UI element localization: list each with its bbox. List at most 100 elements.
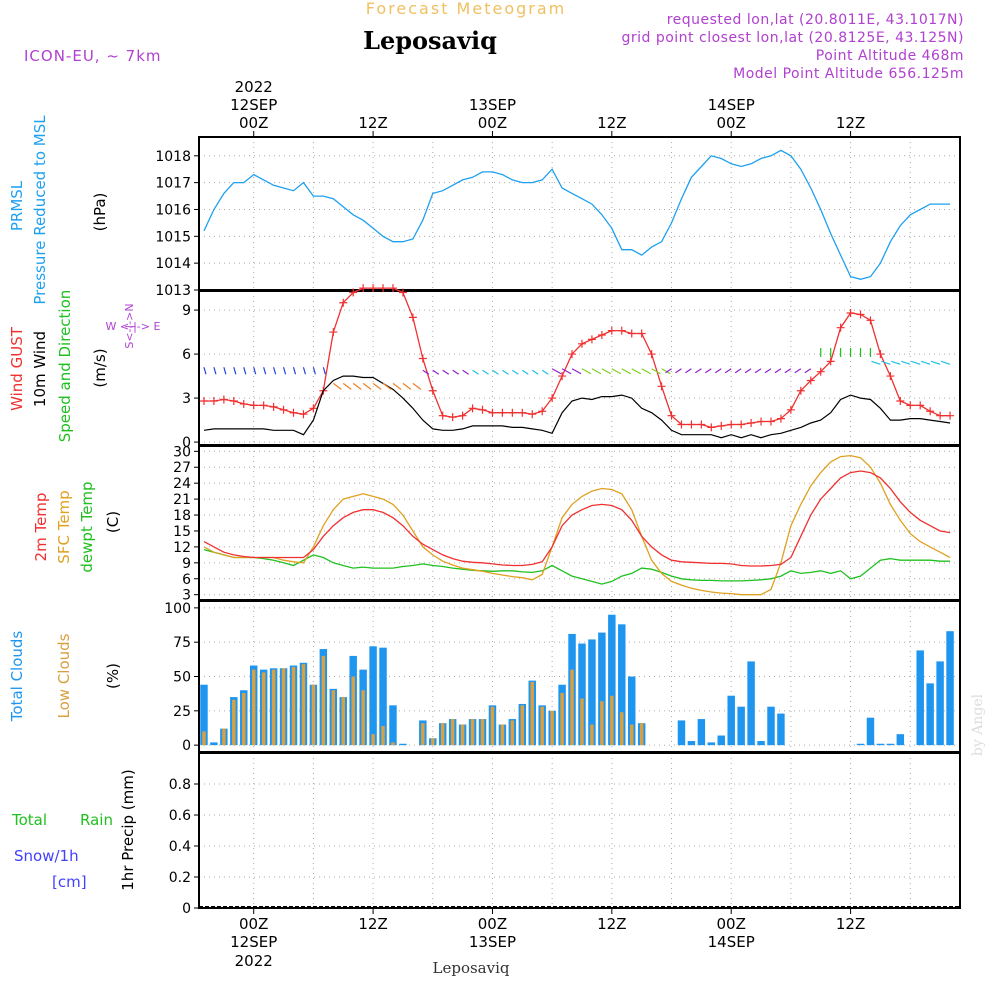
low-cloud-bar xyxy=(381,725,385,746)
date-label-top: 12SEP xyxy=(230,96,277,114)
gust-point xyxy=(259,401,268,410)
wind-arrow xyxy=(322,367,326,375)
wind-arrow xyxy=(462,369,469,375)
gust-point xyxy=(239,399,248,408)
wind-arrow xyxy=(243,367,247,375)
wind-arrow xyxy=(382,382,392,390)
wind-arrow xyxy=(492,369,499,375)
wind-arrow xyxy=(213,367,217,375)
wind-arrow xyxy=(911,360,921,365)
y-tick-label: 0 xyxy=(182,901,191,917)
low-cloud-bar xyxy=(450,719,455,746)
wind-arrow xyxy=(472,369,479,375)
low-cloud-bar xyxy=(620,712,624,746)
wind-arrow xyxy=(724,368,732,374)
low-cloud-bar xyxy=(331,690,336,746)
gust-point xyxy=(607,326,616,335)
gust-point xyxy=(816,367,825,376)
y-tick-label: 18 xyxy=(173,508,191,524)
total-cloud-bar xyxy=(677,720,686,746)
wind-arrow xyxy=(352,382,362,390)
low-cloud-bar xyxy=(391,742,395,746)
total-cloud-bar xyxy=(369,646,377,746)
temp-2m-label: 2m Temp xyxy=(32,493,50,562)
precip-unit-label: 1hr Precip (mm) xyxy=(119,769,137,890)
wind-arrow xyxy=(273,367,277,375)
wind-arrow xyxy=(253,367,257,375)
wind-arrow xyxy=(591,368,602,375)
gust-point xyxy=(289,408,298,417)
y-tick-label: 25 xyxy=(173,704,191,720)
low-cloud-bar xyxy=(510,720,515,746)
low-cloud-bar xyxy=(560,692,564,746)
total-cloud-bar xyxy=(200,684,208,746)
model-altitude: Model Point Altitude 656.125m xyxy=(733,66,964,82)
snow-unit: [cm] xyxy=(52,873,87,891)
wind-arrow xyxy=(422,369,430,375)
wind-arrow xyxy=(442,369,450,375)
gust-point xyxy=(896,397,905,405)
gust-point xyxy=(936,411,945,420)
model-label: ICON-EU, ~ 7km xyxy=(24,47,162,65)
y-tick-label: 0.6 xyxy=(169,808,191,824)
gust-point xyxy=(737,420,746,429)
total-cloud-bar xyxy=(618,624,626,746)
side-labels: PRMSL Pressure Reduced to MSL (hPa) Wind GU… xyxy=(8,115,160,891)
wind-label: 10m Wind xyxy=(31,331,49,407)
pressure-unit: (hPa) xyxy=(91,193,109,232)
gust-point xyxy=(428,386,437,395)
low-cloud-bar xyxy=(480,719,485,746)
snow-label: Snow/1h xyxy=(14,847,79,865)
date-label-top: 14SEP xyxy=(708,96,755,114)
time-label-bottom: 12Z xyxy=(358,915,387,933)
gust-point xyxy=(528,410,537,419)
wind-arrow xyxy=(521,369,529,375)
wind-arrow xyxy=(292,367,297,375)
wind-arrow xyxy=(794,368,802,374)
pressure-panel: 1013 1014 1015 1016 1017 1018 xyxy=(155,136,961,299)
total-cloud-bar xyxy=(936,661,944,746)
low-cloud-bar xyxy=(361,690,365,746)
credit-watermark: by Angel xyxy=(970,693,986,756)
gust-point xyxy=(498,408,507,417)
footer-location: Leposaviq xyxy=(433,959,510,977)
gust-point xyxy=(717,421,726,430)
total-cloud-bar xyxy=(588,639,596,746)
dewpt-label: dewpt Temp xyxy=(78,481,96,572)
gust-point xyxy=(388,284,397,293)
total-cloud-bar xyxy=(747,661,755,746)
gust-point xyxy=(438,411,447,420)
gust-point xyxy=(597,331,606,339)
wind-arrow xyxy=(482,369,489,375)
total-cloud-bar xyxy=(399,743,407,746)
total-cloud-bar xyxy=(767,706,775,746)
gust-point xyxy=(806,376,815,385)
gust-point xyxy=(418,354,427,363)
wind-arrow xyxy=(685,368,692,374)
time-label-top: 00Z xyxy=(717,114,746,132)
wind-arrow xyxy=(372,382,382,390)
wind-arrow xyxy=(675,368,682,374)
low-cloud-bar xyxy=(629,724,634,746)
gust-point xyxy=(299,410,308,419)
wind-arrow xyxy=(621,368,632,375)
compass-sn: S<-|->N xyxy=(123,303,136,348)
wind-arrow xyxy=(930,360,941,365)
time-label-bottom: 00Z xyxy=(239,915,268,933)
low-cloud-bar xyxy=(610,695,614,746)
wind-arrow xyxy=(695,368,702,374)
gust-point xyxy=(776,414,785,423)
wind-arrow xyxy=(282,367,287,375)
low-cloud-bar xyxy=(232,699,236,746)
date-label-top: 13SEP xyxy=(469,96,516,114)
gust-point xyxy=(946,411,955,420)
wind-arrow xyxy=(541,369,549,375)
low-cloud-bar xyxy=(351,676,355,746)
low-cloud-bar xyxy=(431,738,435,746)
gust-point xyxy=(349,288,358,297)
gust-point xyxy=(478,405,487,414)
total-cloud-bar xyxy=(578,643,586,746)
gust-point xyxy=(538,407,547,416)
